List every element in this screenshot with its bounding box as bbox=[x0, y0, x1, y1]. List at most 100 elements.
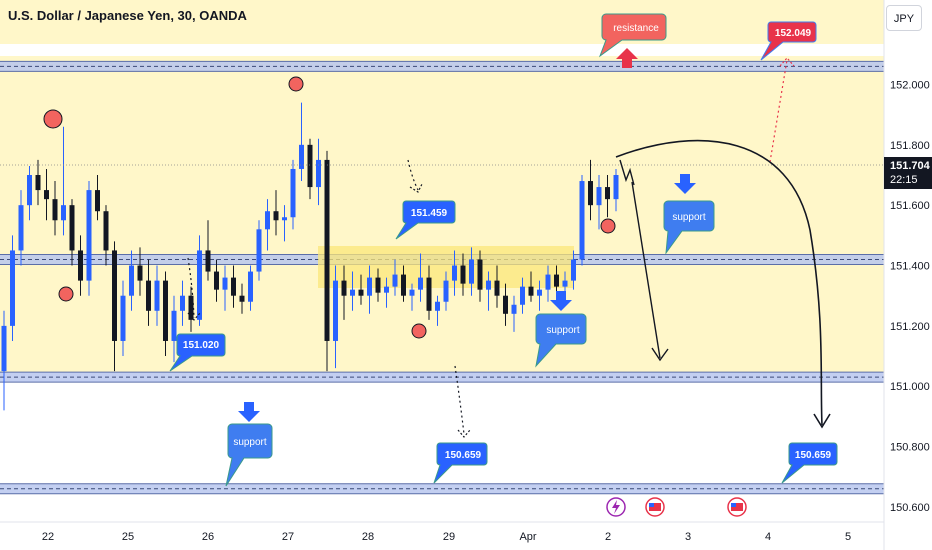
candle bbox=[146, 259, 151, 326]
candle bbox=[554, 265, 559, 296]
callout-bubble bbox=[598, 13, 667, 58]
candle-body bbox=[443, 280, 449, 302]
candle bbox=[452, 250, 457, 296]
candle bbox=[426, 265, 432, 320]
candle bbox=[316, 138, 321, 206]
candle bbox=[477, 250, 483, 302]
time-tick-label: 25 bbox=[122, 531, 134, 543]
candle-body bbox=[307, 144, 313, 188]
candle bbox=[367, 265, 372, 314]
candle bbox=[120, 280, 126, 357]
candle-body bbox=[537, 289, 542, 296]
dotted-arrow bbox=[454, 365, 465, 435]
candle-body bbox=[528, 286, 534, 296]
candle-body bbox=[469, 259, 474, 284]
candle-body bbox=[367, 277, 372, 296]
candle bbox=[333, 265, 338, 369]
candle bbox=[443, 271, 449, 311]
price-tick-label: 151.400 bbox=[890, 261, 930, 273]
candle bbox=[384, 277, 389, 308]
callout-label: support bbox=[672, 212, 706, 223]
candle bbox=[537, 280, 542, 311]
time-axis[interactable]: 22 25 26 27 28 29 Apr 2 3 4 5 bbox=[42, 531, 851, 543]
candle bbox=[10, 235, 15, 341]
time-tick-label: 4 bbox=[765, 531, 771, 543]
projection-arrow-short-head bbox=[651, 347, 669, 362]
price-tick-label: 151.600 bbox=[890, 200, 930, 212]
candle-body bbox=[588, 181, 593, 206]
candle bbox=[18, 190, 24, 266]
candle bbox=[69, 199, 75, 266]
candle-body bbox=[18, 205, 24, 251]
candle bbox=[197, 235, 202, 326]
price-tick-label: 150.800 bbox=[890, 442, 930, 454]
candle-body bbox=[1, 325, 7, 372]
price-tick-label: 152.000 bbox=[890, 79, 930, 91]
candle bbox=[103, 205, 109, 266]
candle-body bbox=[180, 295, 185, 311]
candle-body bbox=[333, 280, 338, 341]
candle bbox=[231, 265, 236, 308]
candle bbox=[273, 190, 279, 236]
candle bbox=[605, 175, 610, 218]
candle-body bbox=[392, 274, 398, 287]
swing-high-marker bbox=[288, 76, 304, 92]
price-axis[interactable]: 152.000 151.800 151.600 151.400 151.200 151.0… bbox=[890, 79, 930, 513]
candle bbox=[401, 265, 406, 302]
currency-button[interactable]: JPY bbox=[886, 5, 922, 31]
up-arrow-icon bbox=[616, 48, 638, 68]
candle bbox=[248, 265, 253, 311]
candle-body bbox=[613, 175, 619, 200]
candle-body bbox=[324, 159, 330, 341]
us-flag-canton-icon bbox=[649, 503, 654, 507]
time-tick-label: 22 bbox=[42, 531, 54, 543]
candle bbox=[112, 241, 117, 372]
candle bbox=[163, 271, 168, 357]
dotted-arrow-head bbox=[409, 183, 423, 193]
down-arrow-icon bbox=[674, 174, 696, 194]
candle-body bbox=[69, 205, 75, 251]
candle bbox=[469, 247, 474, 296]
candle bbox=[571, 250, 576, 290]
event-icons bbox=[606, 497, 747, 517]
projection-zigzag bbox=[619, 159, 635, 186]
chart-title: U.S. Dollar / Japanese Yen, 30, OANDA bbox=[8, 8, 247, 23]
candle bbox=[61, 126, 66, 236]
candle-body bbox=[35, 175, 41, 191]
price-tick-label: 151.800 bbox=[890, 140, 930, 152]
price-tick-label: 151.200 bbox=[890, 321, 930, 333]
candle-body bbox=[78, 250, 83, 281]
candle bbox=[1, 310, 7, 411]
candle bbox=[341, 265, 347, 320]
annotations bbox=[43, 48, 831, 438]
callouts: resistance support support support bbox=[225, 13, 715, 487]
candle bbox=[256, 220, 262, 281]
candle-body bbox=[137, 265, 143, 281]
candle bbox=[460, 253, 466, 296]
candle bbox=[154, 265, 160, 326]
lightning-bolt-icon bbox=[612, 500, 620, 514]
candle bbox=[222, 265, 228, 311]
price-tag-label: 152.049 bbox=[775, 28, 812, 39]
candle bbox=[545, 265, 551, 302]
candle-body bbox=[579, 181, 585, 260]
candle bbox=[409, 283, 415, 311]
price-tag bbox=[433, 442, 488, 484]
candle bbox=[137, 247, 143, 296]
candle bbox=[205, 220, 211, 281]
candle bbox=[486, 271, 491, 311]
last-price-value: 151.704 bbox=[890, 160, 931, 172]
dotted-arrow-head bbox=[187, 312, 201, 321]
candle-body bbox=[188, 295, 194, 320]
candle bbox=[35, 159, 41, 206]
candle bbox=[188, 286, 194, 332]
candle-body bbox=[452, 265, 457, 281]
time-tick-label: 29 bbox=[443, 531, 455, 543]
price-tag-label: 150.659 bbox=[795, 450, 832, 461]
candle-body bbox=[511, 304, 517, 314]
candle-body bbox=[197, 250, 202, 320]
candle-body bbox=[545, 274, 551, 290]
time-tick-label: 3 bbox=[685, 531, 691, 543]
candle-body bbox=[486, 280, 491, 290]
